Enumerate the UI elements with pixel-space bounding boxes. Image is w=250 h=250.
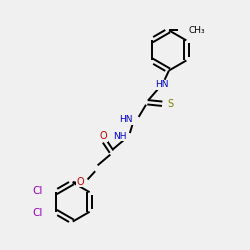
Text: O: O xyxy=(76,177,84,187)
Text: S: S xyxy=(168,99,174,109)
Text: Cl: Cl xyxy=(33,186,43,196)
Text: O: O xyxy=(100,132,108,141)
Text: HN: HN xyxy=(120,115,133,124)
Text: Cl: Cl xyxy=(33,208,43,218)
Text: NH: NH xyxy=(113,132,126,141)
Text: CH₃: CH₃ xyxy=(188,26,205,35)
Text: HN: HN xyxy=(155,80,168,89)
